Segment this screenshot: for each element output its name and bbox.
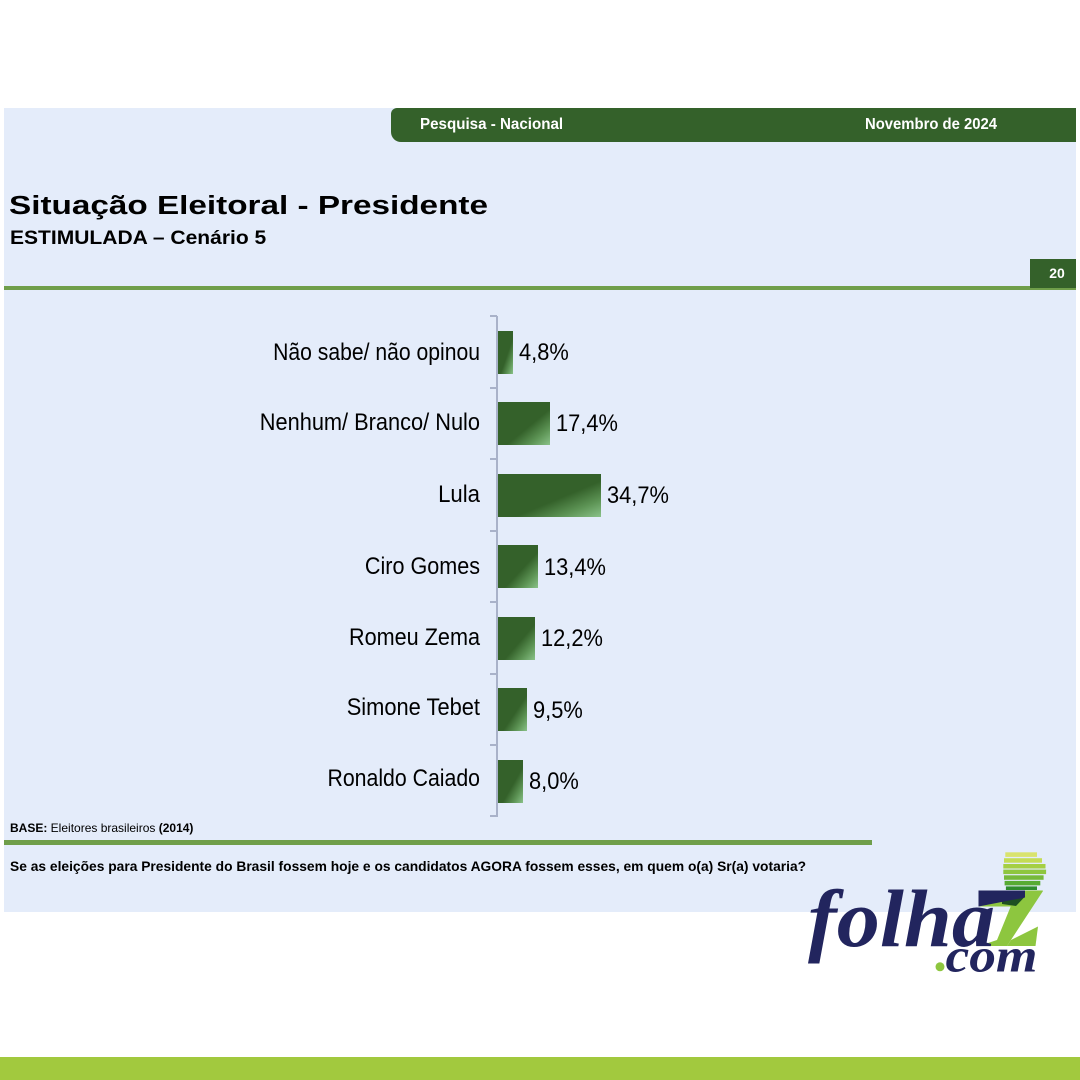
svg-text:com: com bbox=[946, 930, 1038, 983]
svg-text:folha: folha bbox=[808, 873, 995, 964]
